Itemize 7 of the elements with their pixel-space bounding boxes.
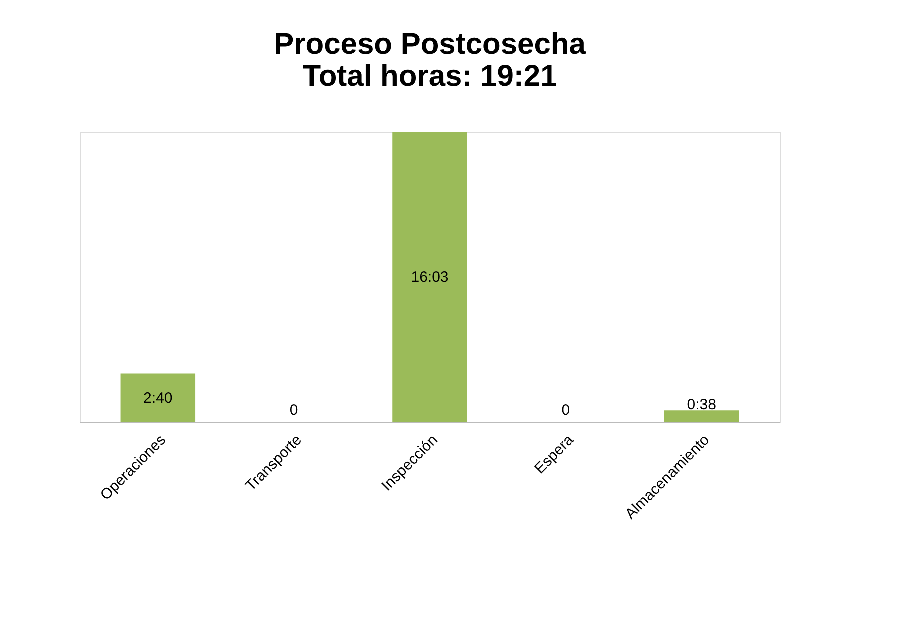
data-label: 0:38	[687, 396, 716, 414]
data-label: 0	[290, 402, 298, 419]
data-label: 16:03	[411, 269, 449, 286]
data-label: 2:40	[144, 390, 173, 407]
text: Proceso Postcosecha	[274, 28, 586, 61]
text: Total horas: 19:21	[302, 60, 558, 93]
data-label: 0	[562, 402, 570, 419]
